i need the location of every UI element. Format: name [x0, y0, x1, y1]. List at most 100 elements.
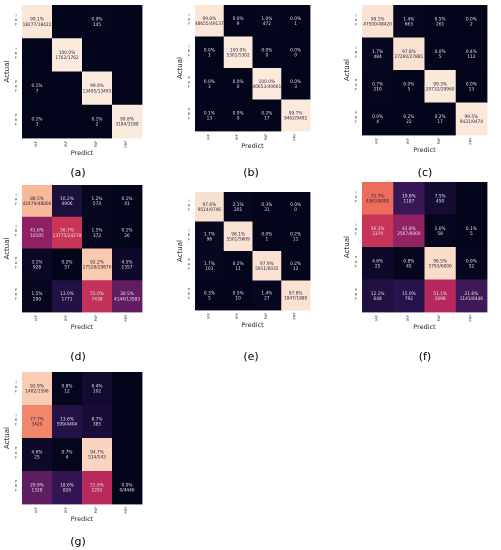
heatmap-cell	[252, 99, 282, 132]
panel-label: (b)	[243, 166, 259, 179]
heatmap-cell	[52, 185, 83, 218]
heatmap-cell	[52, 248, 83, 281]
heatmap-cell	[52, 438, 83, 472]
heatmap-cell	[455, 70, 488, 103]
cell-value-label: 98.1% 5501/5609	[226, 231, 250, 242]
heatmap-cell	[195, 221, 225, 252]
x-tick-label: IRF	[234, 313, 239, 319]
cell-value-label: 55.0% 7438	[90, 291, 104, 302]
heatmap-cell	[393, 5, 425, 38]
cell-value-label: 13.0% 1771	[60, 291, 74, 302]
cell-value-label: 0.7% 4	[62, 450, 73, 461]
cell-value-label: 100.0% 1762/1762	[55, 50, 79, 61]
heatmap-cell	[252, 192, 282, 222]
cell-value-label: 0.0% 5	[403, 81, 414, 92]
cell-value-label: 88.5% 42479/48000	[23, 196, 52, 207]
heatmap-cell	[424, 182, 457, 215]
cell-value-label: 92.2% 27528/29870	[83, 259, 112, 270]
cell-value-label: 0.0% 1	[204, 47, 215, 58]
cell-value-label: 99.1% 18277/18422	[23, 17, 52, 28]
x-tick-label: IRF	[405, 315, 410, 321]
heatmap-cell	[252, 280, 282, 311]
panel-label: (d)	[70, 350, 86, 363]
x-tick-label: PRF	[292, 133, 297, 140]
cell-value-label: 0.5% 261	[435, 16, 446, 27]
heatmap-cell	[252, 36, 282, 69]
y-axis-label: Actual	[3, 427, 11, 449]
x-tick-label: IRF	[63, 315, 68, 321]
heatmap-cell	[22, 372, 53, 406]
heatmap-cell	[195, 99, 225, 132]
cell-value-label: 1.0% 472	[261, 16, 272, 27]
heatmap-cell	[393, 37, 425, 71]
cell-value-label: 1.7% 96	[204, 231, 215, 242]
heatmap-cell	[393, 70, 425, 103]
panel-label: (g)	[70, 535, 86, 548]
heatmap-cell	[424, 70, 457, 103]
confusion-matrix-panel: 99.0% 48655/49137 0.0% 9 1.0% 472 0.0% 1 0.0% 1 10…	[176, 5, 311, 179]
x-tick-label: IRF	[63, 141, 68, 147]
heatmap-cell	[252, 68, 282, 100]
heatmap-cell	[82, 372, 113, 406]
x-axis-label: Predict	[71, 515, 94, 523]
panel-label: (f)	[419, 350, 431, 363]
x-axis-label: Predict	[241, 142, 264, 150]
heatmap-cell	[52, 5, 83, 39]
cell-value-label: 94.7% 514/543	[88, 450, 106, 461]
x-tick-label: PAF	[93, 507, 98, 514]
heatmap-cell	[52, 104, 83, 139]
heatmap-cell	[223, 36, 253, 69]
heatmap-cell	[112, 280, 143, 313]
x-tick-label: PAF	[93, 315, 98, 322]
cell-value-label: 0.1% 7	[32, 83, 43, 94]
confusion-matrix-panel: 88.5% 42479/48000 10.2% 4906 1.2% 574 0.1% 41 41…	[3, 185, 143, 363]
cell-value-label: 18.6% 826	[60, 483, 74, 494]
x-tick-label: PRF	[467, 137, 472, 144]
x-tick-label: PAF	[436, 315, 441, 322]
y-axis-label: Actual	[176, 57, 184, 79]
cell-value-label: 0.0% 5	[435, 49, 446, 60]
cell-value-label: 0.1% 26	[122, 228, 133, 239]
x-tick-label: PAF	[263, 134, 268, 141]
y-axis-label: Actual	[176, 240, 184, 262]
heatmap-cell	[82, 38, 113, 72]
heatmap-cell	[223, 221, 253, 252]
x-axis-label: Predict	[71, 149, 94, 157]
cell-value-label: 1.2% 574	[92, 196, 103, 207]
heatmap-cell	[22, 38, 53, 72]
x-tick-label: PAF	[93, 141, 98, 148]
x-tick-label: IAF	[374, 138, 379, 144]
heatmap-cell	[195, 192, 225, 222]
heatmap-cell	[455, 102, 488, 136]
heatmap-cell	[22, 280, 53, 313]
cell-value-label: 0.2% 57	[62, 259, 73, 270]
cell-value-label: 0.0% 0/4446	[119, 483, 134, 494]
heatmap-cell	[281, 99, 311, 132]
cell-value-label: 21.6% 1141/6446	[460, 291, 484, 302]
heatmap-cell	[424, 279, 457, 313]
x-tick-label: IAF	[205, 134, 210, 140]
x-tick-label: PRF	[292, 312, 297, 319]
heatmap-cell	[424, 247, 457, 280]
heatmap-cell	[82, 280, 113, 313]
cell-value-label: 99.7% 9462/9492	[284, 110, 308, 121]
x-tick-label: PRF	[123, 506, 128, 513]
cell-value-label: 19.8% 1187	[402, 193, 416, 204]
cell-value-label: 97.8% 1847/1889	[284, 290, 308, 301]
heatmap-cell	[455, 182, 488, 215]
heatmap-cell	[424, 5, 457, 38]
cell-value-label: 0.1% 5	[466, 226, 477, 237]
heatmap-cell	[195, 68, 225, 100]
cell-value-label: 0.0% 9	[233, 16, 244, 27]
cell-value-label: 97.6% 9514/9746	[198, 202, 222, 213]
cell-value-label: 99.8% 3184/3188	[115, 116, 139, 127]
heatmap-cell	[52, 405, 83, 439]
cell-value-label: 8.7% 385	[92, 417, 103, 428]
cell-value-label: 13.6% 599/4404	[57, 417, 78, 428]
heatmap-cell	[112, 185, 143, 218]
heatmap-cell	[112, 104, 143, 139]
